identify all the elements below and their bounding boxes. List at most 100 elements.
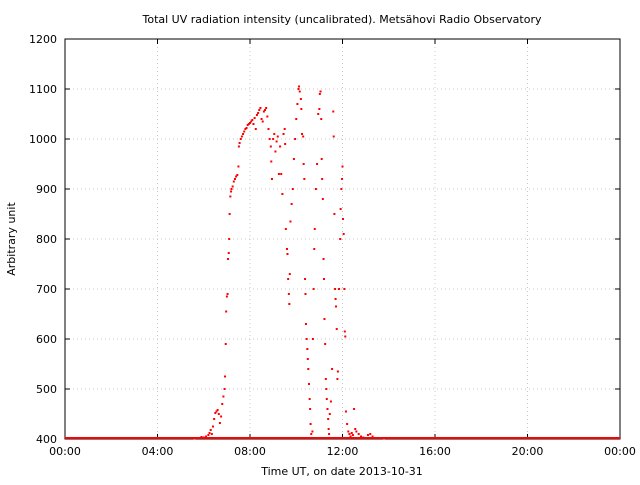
data-point (309, 408, 312, 410)
data-point (259, 107, 262, 109)
data-point (336, 378, 339, 380)
data-point (288, 273, 291, 275)
data-point (349, 435, 352, 438)
data-point (268, 138, 271, 140)
data-point (342, 233, 345, 235)
data-point (341, 165, 344, 168)
data-point (288, 303, 291, 305)
data-point (290, 203, 293, 205)
data-point (225, 310, 228, 313)
data-point (202, 436, 205, 439)
data-point (348, 433, 351, 435)
data-point (355, 430, 358, 433)
data-point (313, 228, 316, 230)
data-point (335, 328, 338, 330)
y-tick-label: 500 (36, 383, 57, 396)
data-point (223, 388, 226, 390)
data-point (340, 188, 343, 190)
data-point (245, 127, 248, 129)
data-point (327, 418, 330, 420)
data-point (280, 173, 283, 175)
data-point (344, 410, 347, 413)
x-tick-label: 12:00 (327, 445, 359, 458)
data-point (304, 293, 307, 295)
data-point (351, 434, 354, 436)
data-point (334, 288, 337, 290)
data-point (267, 128, 270, 130)
data-point (331, 368, 334, 370)
data-point (309, 423, 312, 425)
data-point (344, 335, 347, 338)
data-point (212, 425, 214, 428)
data-point (324, 343, 327, 345)
y-tick-label: 700 (36, 283, 57, 296)
data-point (193, 437, 196, 440)
data-point (314, 188, 317, 190)
data-point (228, 238, 231, 240)
data-point (224, 375, 227, 378)
data-point (383, 437, 386, 440)
data-point (244, 128, 247, 130)
y-tick-label: 900 (36, 183, 57, 196)
data-point (213, 418, 216, 420)
data-point (262, 110, 265, 113)
data-point (313, 248, 316, 250)
data-point (284, 228, 287, 230)
data-point (215, 410, 218, 413)
data-point (341, 218, 344, 220)
data-point (329, 400, 332, 403)
data-point (284, 143, 287, 145)
data-point (236, 174, 239, 176)
data-point (222, 395, 225, 398)
data-point (221, 403, 224, 405)
data-point (252, 123, 255, 125)
data-point (317, 113, 320, 115)
data-point (325, 388, 328, 390)
data-point (228, 213, 231, 215)
data-point (305, 338, 308, 340)
data-point (240, 135, 243, 138)
data-point (287, 293, 290, 295)
data-point (350, 432, 353, 434)
data-point (341, 178, 344, 180)
data-point (338, 288, 341, 290)
data-point (225, 295, 228, 298)
data-point (310, 433, 313, 435)
data-point (304, 278, 307, 280)
data-point (264, 109, 267, 111)
data-point (196, 437, 199, 439)
data-point (235, 175, 238, 178)
data-point (200, 436, 203, 438)
data-point (327, 428, 330, 430)
data-point (300, 108, 303, 110)
data-point (233, 178, 236, 180)
data-point (311, 338, 314, 340)
data-point (321, 178, 324, 180)
y-tick-label: 800 (36, 233, 57, 246)
data-point (283, 128, 286, 130)
data-point (364, 437, 367, 439)
x-tick-label: 00:00 (49, 445, 81, 458)
data-point (328, 413, 331, 415)
x-tick-label: 08:00 (234, 445, 266, 458)
data-point (258, 109, 261, 111)
data-point (274, 150, 277, 153)
data-point (277, 173, 280, 175)
data-point (208, 432, 211, 434)
data-point (218, 422, 221, 424)
x-tick-label: 00:00 (604, 445, 636, 458)
data-point (214, 412, 217, 414)
data-point (302, 163, 305, 165)
y-tick-label: 400 (36, 433, 57, 446)
data-point (312, 288, 315, 290)
data-point (291, 188, 294, 190)
data-point (231, 185, 234, 188)
data-point (326, 408, 329, 410)
data-point (270, 178, 273, 180)
data-point (265, 107, 268, 109)
data-point (286, 248, 288, 250)
data-point (224, 343, 227, 345)
data-point (339, 208, 342, 210)
data-point (301, 133, 304, 135)
